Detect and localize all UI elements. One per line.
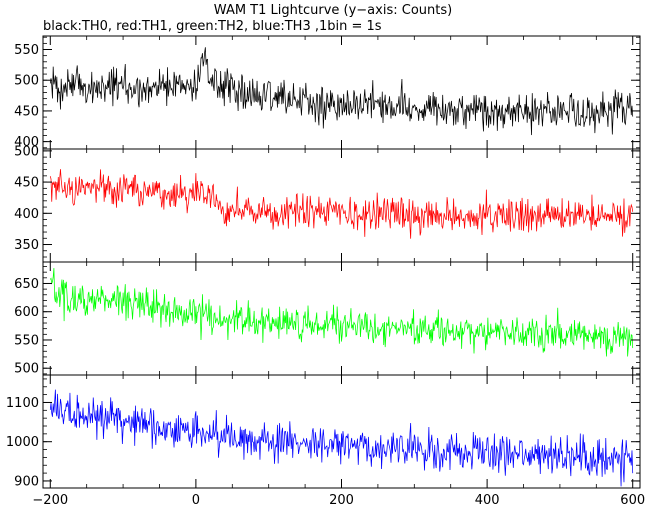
y-tick-label: 550 — [14, 43, 39, 58]
panel-frame-2 — [42, 148, 641, 263]
series-line-th0 — [49, 47, 634, 136]
x-tick-label: −200 — [32, 493, 68, 505]
x-tick-label: 0 — [192, 493, 200, 505]
y-tick-label: 400 — [14, 207, 39, 222]
chart-title: WAM T1 Lightcurve (y−axis: Counts) — [214, 3, 452, 18]
y-tick-label: 900 — [14, 474, 39, 489]
x-tick-label: 400 — [475, 493, 500, 505]
x-tick-label: 200 — [329, 493, 354, 505]
series-line-th1 — [49, 169, 634, 239]
chart-subtitle: black:TH0, red:TH1, green:TH2, blue:TH3 … — [43, 19, 382, 34]
y-tick-label: 500 — [14, 74, 39, 89]
y-tick-label: 1100 — [6, 396, 39, 411]
series-line-th2 — [49, 268, 634, 357]
y-tick-label: 1000 — [6, 435, 39, 450]
y-tick-label: 500 — [14, 144, 39, 159]
series-line-th3 — [49, 389, 634, 487]
panel-frame-1 — [42, 35, 641, 150]
y-tick-label: 350 — [14, 238, 39, 253]
panel-frame-4 — [42, 374, 641, 489]
y-tick-label: 400 — [14, 135, 39, 150]
y-tick-label: 500 — [14, 362, 39, 377]
y-tick-label: 450 — [14, 104, 39, 119]
y-tick-label: 450 — [14, 176, 39, 191]
y-tick-label: 600 — [14, 305, 39, 320]
x-tick-label: 600 — [620, 493, 645, 505]
y-tick-label: 550 — [14, 333, 39, 348]
y-tick-label: 650 — [14, 277, 39, 292]
